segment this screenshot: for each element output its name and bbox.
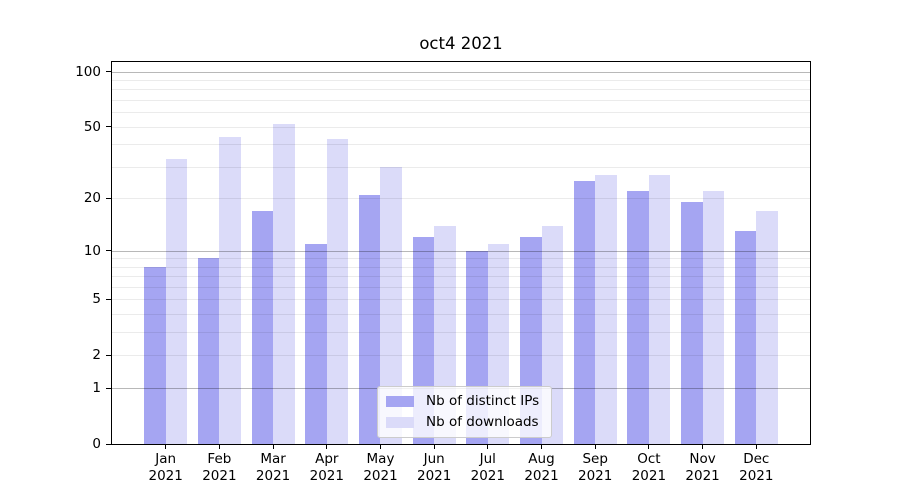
- y-tick-mark-50: [106, 126, 111, 128]
- x-tick-mark-mar: [272, 445, 274, 449]
- legend: Nb of distinct IPs Nb of downloads: [377, 386, 553, 438]
- gridline-8: [112, 266, 810, 268]
- y-tick-label-100: 100: [75, 63, 101, 80]
- bar-may-distinct-ips: [358, 194, 381, 444]
- bar-apr-downloads: [326, 138, 349, 444]
- x-tick-label-jan: Jan 2021: [148, 451, 183, 484]
- bar-feb-downloads: [219, 136, 241, 444]
- y-tick-mark-10: [106, 250, 111, 251]
- y-tick-label-10: 10: [83, 242, 101, 259]
- chart-title: oct4 2021: [419, 34, 503, 53]
- gridline-70: [112, 100, 810, 101]
- y-tick-mark-1: [106, 387, 111, 389]
- gridline-10: [112, 250, 810, 252]
- y-tick-mark-20: [106, 197, 111, 199]
- x-tick-mark-may: [380, 445, 381, 449]
- y-tick-mark-5: [106, 298, 111, 300]
- bar-dec-downloads: [756, 210, 778, 444]
- gridline-60: [112, 112, 810, 114]
- gridline-6: [112, 287, 810, 288]
- bar-sep-downloads: [595, 175, 617, 444]
- legend-label-distinct-ips: Nb of distinct IPs: [426, 393, 540, 409]
- bar-nov-distinct-ips: [681, 202, 703, 444]
- gridline-4: [112, 314, 810, 316]
- gridline-2: [112, 355, 810, 357]
- gridline-5: [112, 299, 810, 301]
- bar-may-downloads: [380, 166, 402, 444]
- legend-item-downloads: Nb of downloads: [386, 414, 539, 430]
- x-tick-label-apr: Apr 2021: [309, 451, 344, 484]
- plot-area: Nb of distinct IPs Nb of downloads: [111, 61, 811, 445]
- y-tick-label-5: 5: [92, 291, 101, 308]
- y-tick-label-0: 0: [92, 436, 101, 452]
- x-tick-mark-jun: [433, 445, 435, 449]
- y-tick-label-1: 1: [92, 380, 101, 397]
- bar-jan-downloads: [165, 159, 188, 444]
- x-tick-label-may: May 2021: [363, 451, 398, 484]
- y-tick-mark-100: [106, 71, 111, 73]
- y-tick-mark-2: [106, 354, 111, 356]
- y-tick-label-50: 50: [83, 118, 101, 135]
- x-tick-mark-sep: [594, 445, 596, 449]
- bar-oct-downloads: [648, 175, 671, 444]
- bar-dec-distinct-ips: [734, 231, 757, 444]
- x-tick-mark-jul: [487, 445, 489, 449]
- y-tick-label-20: 20: [83, 190, 101, 207]
- bar-mar-downloads: [273, 123, 295, 444]
- x-tick-label-sep: Sep 2021: [578, 451, 613, 484]
- gridline-90: [112, 80, 810, 81]
- bar-nov-downloads: [702, 191, 725, 444]
- gridline-80: [112, 89, 810, 91]
- gridline-40: [112, 144, 810, 146]
- x-tick-label-oct: Oct 2021: [631, 451, 667, 484]
- gridline-7: [112, 276, 810, 278]
- legend-swatch-distinct-ips: [386, 395, 414, 407]
- y-tick-label-2: 2: [92, 347, 101, 364]
- x-tick-label-dec: Dec 2021: [739, 451, 774, 484]
- bar-apr-distinct-ips: [305, 243, 327, 444]
- x-tick-label-mar: Mar 2021: [255, 451, 291, 484]
- x-tick-mark-dec: [755, 445, 757, 449]
- gridline-9: [112, 258, 810, 260]
- bar-mar-distinct-ips: [251, 210, 274, 444]
- gridline-3: [112, 332, 810, 334]
- legend-label-downloads: Nb of downloads: [426, 414, 539, 430]
- gridline-20: [112, 198, 810, 200]
- bar-sep-distinct-ips: [573, 181, 596, 444]
- legend-item-distinct-ips: Nb of distinct IPs: [386, 393, 539, 409]
- x-tick-mark-feb: [218, 445, 220, 449]
- x-tick-label-feb: Feb 2021: [202, 451, 237, 484]
- x-tick-label-jul: Jul 2021: [470, 451, 505, 484]
- gridline-100: [112, 71, 810, 73]
- gridline-30: [112, 166, 810, 168]
- y-tick-mark-0: [106, 443, 111, 445]
- x-tick-label-jun: Jun 2021: [417, 451, 452, 484]
- x-tick-label-nov: Nov 2021: [685, 451, 720, 484]
- bar-feb-distinct-ips: [197, 258, 220, 444]
- gridline-50: [112, 126, 810, 128]
- x-tick-mark-nov: [702, 445, 704, 449]
- x-tick-mark-apr: [326, 445, 328, 449]
- bar-jan-distinct-ips: [144, 266, 166, 444]
- bar-oct-distinct-ips: [627, 191, 649, 444]
- x-tick-mark-aug: [541, 445, 542, 449]
- x-tick-mark-jan: [165, 445, 167, 449]
- x-tick-mark-oct: [648, 445, 650, 449]
- x-tick-label-aug: Aug 2021: [524, 451, 559, 484]
- legend-swatch-downloads: [386, 416, 414, 428]
